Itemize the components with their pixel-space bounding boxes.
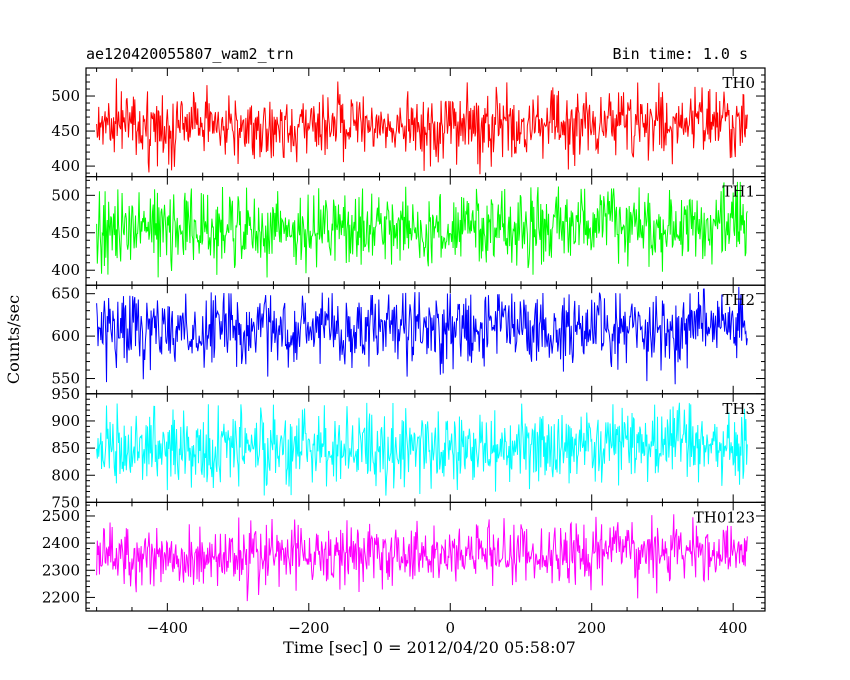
y-tick-label: 400 [51,157,80,175]
series-label-th0123: TH0123 [694,508,755,526]
y-tick-label: 750 [51,493,80,511]
y-tick-label: 2500 [42,507,80,525]
series-label-th0: TH0 [722,74,755,92]
x-tick-label: 400 [719,619,748,637]
series-line-th2 [96,286,748,385]
y-tick-label: 400 [51,261,80,279]
y-tick-label: 2400 [42,534,80,552]
y-tick-label: 450 [51,122,80,140]
y-tick-label: 950 [51,385,80,403]
series-label-th1: TH1 [722,183,755,201]
series-label-th3: TH3 [722,400,755,418]
series-line-th1 [96,181,748,278]
panel-frame [85,501,766,612]
chart-title: ae120420055807_wam2_trn [86,45,294,63]
y-tick-label: 900 [51,412,80,430]
y-tick-label: 2200 [42,588,80,606]
y-tick-label: 450 [51,224,80,242]
series-line-th0123 [96,514,748,602]
x-tick-label: −200 [288,619,329,637]
y-tick-label: 600 [51,327,80,345]
y-tick-label: 2300 [42,561,80,579]
x-tick-label: 0 [445,619,455,637]
y-tick-label: 550 [51,370,80,388]
x-axis-label: Time [sec] 0 = 2012/04/20 05:58:07 [283,638,576,657]
bin-time-label: Bin time: 1.0 s [612,45,748,63]
y-tick-label: 800 [51,466,80,484]
x-tick-label: 200 [577,619,606,637]
series-line-th3 [96,402,748,496]
series-label-th2: TH2 [722,291,755,309]
x-tick-label: −400 [147,619,188,637]
series-line-th0 [96,78,748,175]
y-tick-label: 500 [51,186,80,204]
y-tick-label: 650 [51,285,80,303]
y-axis-label: Counts/sec [4,295,23,384]
y-tick-label: 500 [51,87,80,105]
y-tick-label: 850 [51,439,80,457]
